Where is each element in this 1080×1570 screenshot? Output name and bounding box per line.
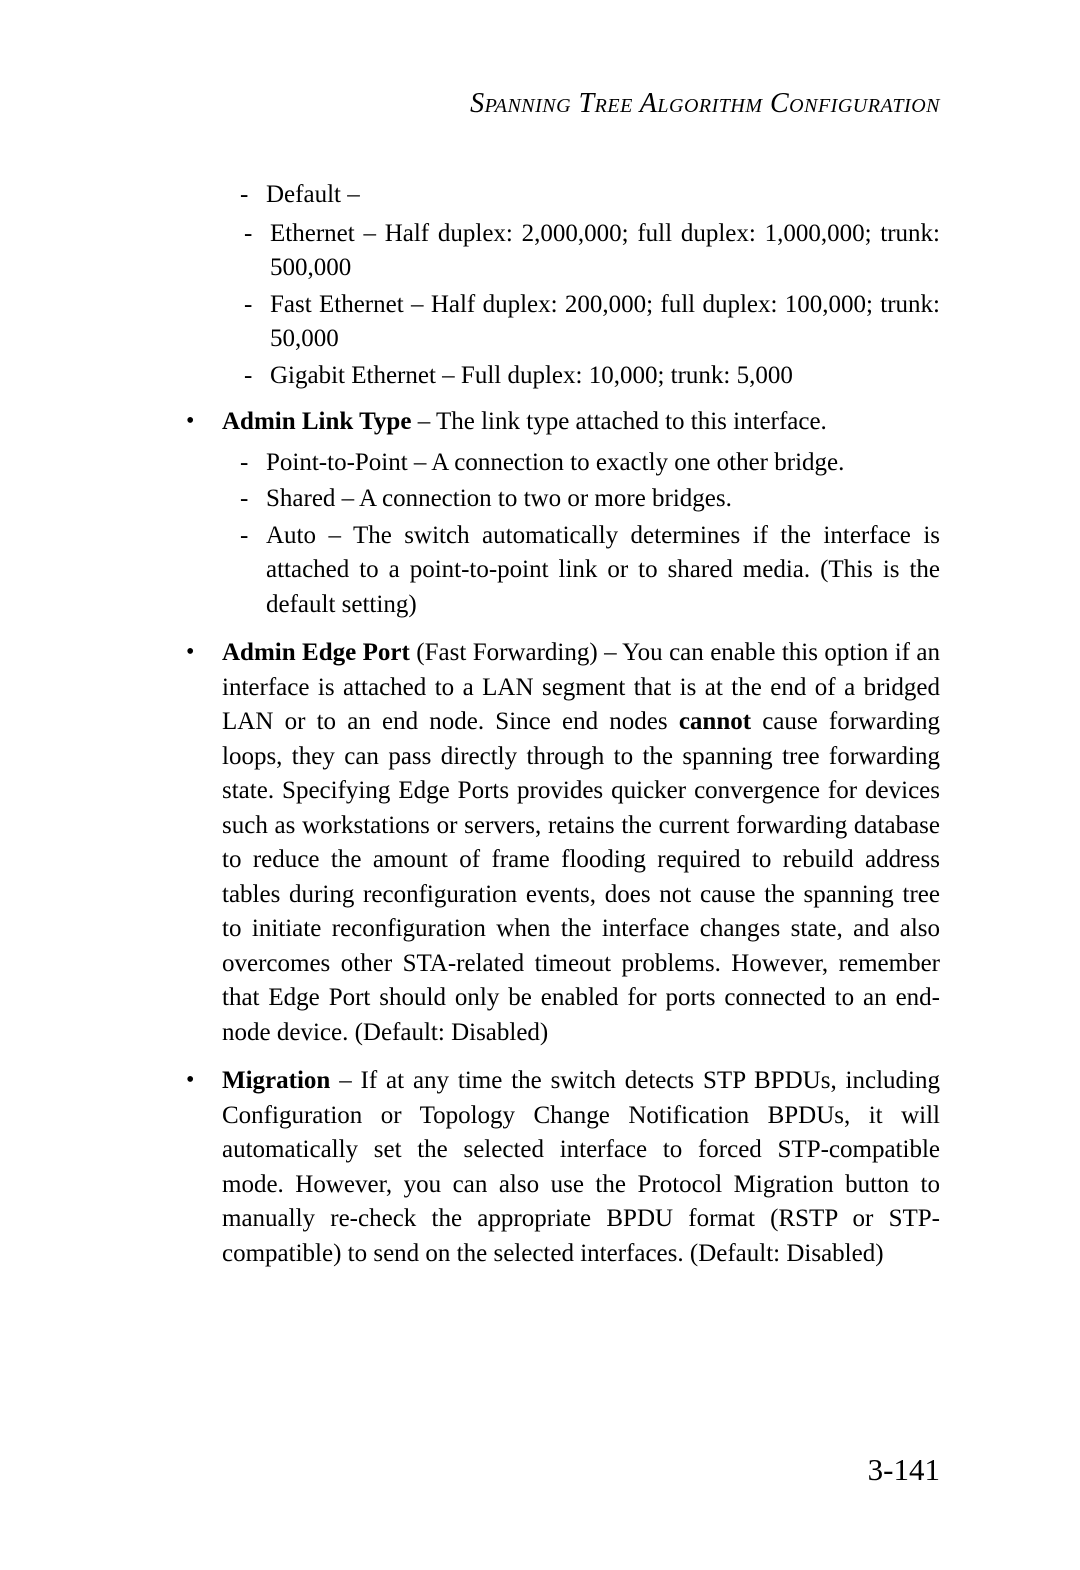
bullet-admin-edge-port: Admin Edge Port (Fast Forwarding) – You … — [180, 636, 940, 1050]
default-block: Default – Ethernet – Half duplex: 2,000,… — [180, 178, 940, 393]
sublist-item: Point-to-Point – A connection to exactly… — [222, 446, 940, 481]
bullet-paren: (Fast Forwarding) — [410, 639, 598, 666]
bullet-rest: – The link type attached to this interfa… — [411, 408, 826, 435]
default-label: Default – — [266, 181, 360, 208]
bullet-migration: Migration – If at any time the switch de… — [180, 1064, 940, 1271]
header-title: Spanning Tree Algorithm Configuration — [470, 88, 940, 119]
main-bullet-list: Admin Link Type – The link type attached… — [180, 405, 940, 1271]
default-heading: Default – — [222, 178, 940, 213]
default-item: Ethernet – Half duplex: 2,000,000; full … — [222, 217, 940, 286]
bullet-admin-link-type: Admin Link Type – The link type attached… — [180, 405, 940, 622]
bullet-rest: – If at any time the switch detects STP … — [222, 1067, 940, 1267]
sublist: Point-to-Point – A connection to exactly… — [222, 446, 940, 623]
page-header: Spanning Tree Algorithm Configuration — [180, 88, 940, 120]
bullet-title: Admin Edge Port — [222, 639, 410, 666]
bullet-strong: cannot — [679, 708, 751, 735]
sublist-item: Shared – A connection to two or more bri… — [222, 482, 940, 517]
bullet-title: Migration — [222, 1067, 330, 1094]
page-container: Spanning Tree Algorithm Configuration De… — [0, 0, 1080, 1570]
default-list: Ethernet – Half duplex: 2,000,000; full … — [222, 217, 940, 394]
sublist-item: Auto – The switch automatically determin… — [222, 519, 940, 623]
bullet-rest-post: cause forwarding loops, they can pass di… — [222, 708, 940, 1046]
page-content: Default – Ethernet – Half duplex: 2,000,… — [180, 178, 940, 1271]
default-item: Gigabit Ethernet – Full duplex: 10,000; … — [222, 359, 940, 394]
default-item: Fast Ethernet – Half duplex: 200,000; fu… — [222, 288, 940, 357]
page-number: 3-141 — [868, 1452, 940, 1488]
bullet-title: Admin Link Type — [222, 408, 411, 435]
